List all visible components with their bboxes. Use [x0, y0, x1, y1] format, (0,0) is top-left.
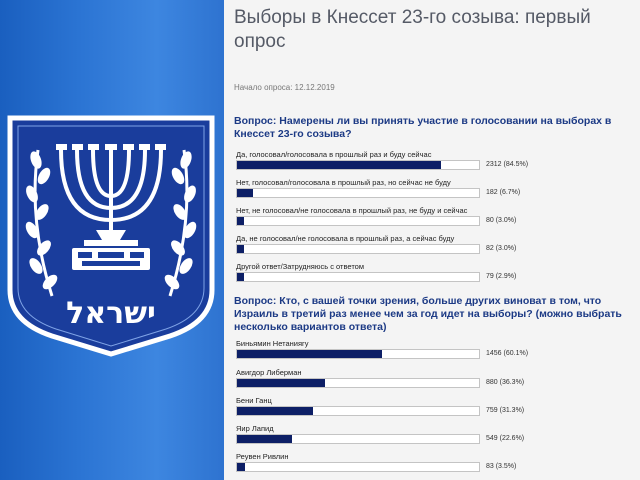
poll-panel: Выборы в Кнессет 23-го созыва: первый оп…: [224, 0, 640, 480]
answer-bar-fill: [237, 435, 292, 443]
answer-label: Да, голосовал/голосовала в прошлый раз и…: [236, 150, 432, 159]
answer-item: Да, голосовал/голосовала в прошлый раз и…: [234, 150, 638, 174]
answer-item: Биньямин Нетаниягу 1456 (60.1%): [234, 339, 638, 363]
answer-label: Биньямин Нетаниягу: [236, 339, 309, 348]
answer-count: 2312 (84.5%): [486, 161, 529, 168]
poll-start-date: Начало опроса: 12.12.2019: [234, 83, 335, 92]
answer-bar-fill: [237, 463, 246, 471]
answer-label: Да, не голосовал/не голосовала в прошлый…: [236, 234, 455, 243]
answer-label: Нет, не голосовал/не голосовала в прошлы…: [236, 206, 468, 215]
answer-count: 80 (3.0%): [486, 217, 517, 224]
answer-item: Бени Ганц 759 (31.3%): [234, 396, 638, 420]
answer-item: Да, не голосовал/не голосовала в прошлый…: [234, 234, 638, 258]
question-2-text: Вопрос: Кто, с вашей точки зрения, больш…: [234, 295, 622, 333]
answer-label: Яир Лапид: [236, 424, 274, 433]
answer-item: Авигдор Либерман 880 (36.3%): [234, 368, 638, 392]
answer-item: Реувен Ривлин 83 (3.5%): [234, 452, 638, 476]
emblem-hebrew-text: ישראל: [66, 296, 156, 331]
answer-item: Яир Лапид 549 (22.6%): [234, 424, 638, 448]
answer-count: 549 (22.6%): [486, 435, 525, 442]
answer-count: 79 (2.9%): [486, 273, 517, 280]
answer-bar-track: [236, 160, 480, 170]
answer-bar-track: [236, 244, 480, 254]
answer-label: Авигдор Либерман: [236, 368, 302, 377]
answer-bar-track: [236, 349, 480, 359]
answer-bar-fill: [237, 217, 245, 225]
answer-item: Другой ответ/Затрудняюсь с ответом 79 (2…: [234, 262, 638, 286]
answer-bar-fill: [237, 245, 245, 253]
answer-count: 82 (3.0%): [486, 245, 517, 252]
answer-bar-fill: [237, 379, 325, 387]
answer-label: Реувен Ривлин: [236, 452, 289, 461]
answer-bar-track: [236, 406, 480, 416]
answer-bar-fill: [237, 407, 313, 415]
answer-count: 880 (36.3%): [486, 379, 525, 386]
answer-label: Другой ответ/Затрудняюсь с ответом: [236, 262, 364, 271]
answer-bar-track: [236, 462, 480, 472]
answer-bar-track: [236, 272, 480, 282]
menorah-emblem-icon: [7, 115, 215, 357]
answer-bar-fill: [237, 189, 254, 197]
answer-count: 759 (31.3%): [486, 407, 525, 414]
answer-item: Нет, голосовал/голосовала в прошлый раз,…: [234, 178, 638, 202]
answer-label: Бени Ганц: [236, 396, 272, 405]
answer-count: 83 (3.5%): [486, 463, 517, 470]
page-title: Выборы в Кнессет 23-го созыва: первый оп…: [234, 7, 591, 52]
question-1-text: Вопрос: Намерены ли вы принять участие в…: [234, 115, 612, 140]
answer-bar-track: [236, 216, 480, 226]
answer-bar-track: [236, 188, 480, 198]
answer-count: 1456 (60.1%): [486, 350, 529, 357]
answer-bar-fill: [237, 273, 245, 281]
answer-bar-fill: [237, 350, 383, 358]
emblem-panel: ישראל: [0, 0, 224, 480]
answer-count: 182 (6.7%): [486, 189, 521, 196]
answer-bar-track: [236, 378, 480, 388]
answer-bar-fill: [237, 161, 442, 169]
answer-bar-track: [236, 434, 480, 444]
answer-item: Нет, не голосовал/не голосовала в прошлы…: [234, 206, 638, 230]
answer-label: Нет, голосовал/голосовала в прошлый раз,…: [236, 178, 451, 187]
